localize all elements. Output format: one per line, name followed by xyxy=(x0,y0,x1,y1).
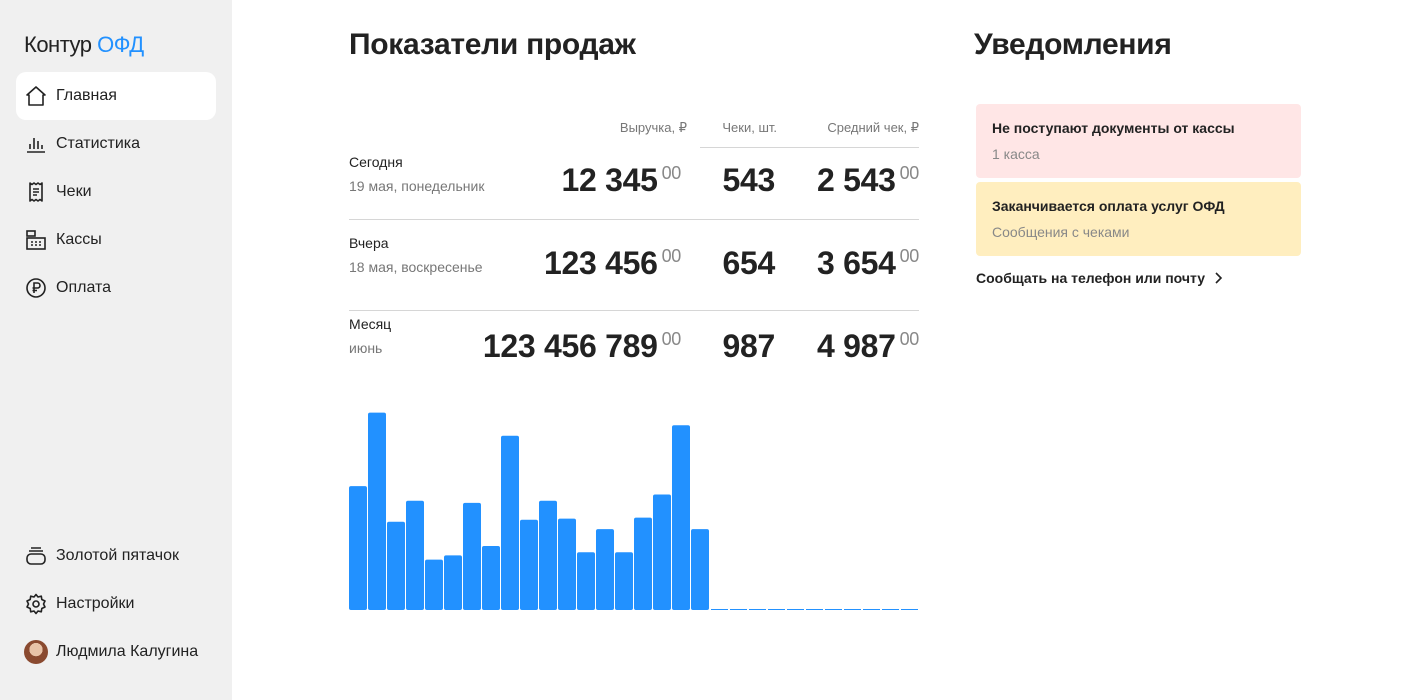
chart-bar[interactable] xyxy=(349,486,367,610)
column-header-revenue: Выручка, ₽ xyxy=(619,120,687,135)
avg-check-value[interactable]: 2 543 00 xyxy=(816,162,919,198)
sidebar: Контур ОФД Главная Статистика Чеки Кассы… xyxy=(0,0,232,700)
coins-icon xyxy=(24,544,48,568)
period-label: Месяц xyxy=(349,316,392,332)
chart-bar-empty xyxy=(806,609,823,610)
chart-bar[interactable] xyxy=(501,435,519,610)
sidebar-item-label: Главная xyxy=(56,87,117,104)
chart-bar[interactable] xyxy=(577,552,595,610)
sidebar-item-statistics[interactable]: Статистика xyxy=(16,120,216,168)
column-header-avg: Средний чек, ₽ xyxy=(827,120,919,135)
period-date: 19 мая, понедельник xyxy=(349,178,485,194)
avg-check-value[interactable]: 3 654 00 xyxy=(816,245,919,281)
notification-subtitle: 1 касса xyxy=(992,146,1040,162)
chart-bar-empty xyxy=(901,609,918,610)
chart-bar[interactable] xyxy=(596,529,614,610)
sidebar-item-home[interactable]: Главная xyxy=(16,72,216,120)
receipt-icon xyxy=(24,180,48,204)
period-date: июнь xyxy=(349,340,383,356)
gear-icon xyxy=(24,592,48,616)
sidebar-item-label: Золотой пятачок xyxy=(56,547,179,564)
chart-bar-empty xyxy=(730,609,747,610)
sidebar-item-label: Оплата xyxy=(56,279,112,296)
divider xyxy=(349,219,919,220)
divider xyxy=(349,310,919,311)
home-icon xyxy=(24,84,48,108)
chart-bar[interactable] xyxy=(558,518,576,610)
sidebar-item-label: Людмила Калугина xyxy=(56,643,199,660)
chart-bar-empty xyxy=(825,609,842,610)
revenue-value[interactable]: 12 345 00 xyxy=(561,162,682,198)
avg-check-value[interactable]: 4 987 00 xyxy=(816,328,919,364)
chart-bar[interactable] xyxy=(520,519,538,610)
column-header-checks: Чеки, шт. xyxy=(722,120,777,135)
chart-bar[interactable] xyxy=(691,529,709,610)
sidebar-item-label: Настройки xyxy=(56,595,135,612)
checks-value[interactable]: 654 xyxy=(722,245,776,281)
logo-brand: Контур xyxy=(24,32,92,57)
bar-chart-icon xyxy=(24,132,48,156)
sidebar-item-golden-coin[interactable]: Золотой пятачок xyxy=(16,532,216,580)
chart-bar[interactable] xyxy=(634,517,652,610)
period-label: Вчера xyxy=(349,235,389,251)
chart-bar[interactable] xyxy=(539,500,557,610)
chart-bar[interactable] xyxy=(615,552,633,610)
period-date: 18 мая, воскресенье xyxy=(349,259,483,275)
daily-sales-chart xyxy=(349,412,918,611)
sidebar-item-label: Статистика xyxy=(56,135,141,152)
chart-bar[interactable] xyxy=(406,500,424,610)
notification-card[interactable]: Заканчивается оплата услуг ОФД Сообщения… xyxy=(976,182,1301,256)
chart-bar-empty xyxy=(787,609,804,610)
cash-register-icon xyxy=(24,228,48,252)
notify-settings-link[interactable]: Сообщать на телефон или почту xyxy=(976,270,1223,286)
chart-bar-empty xyxy=(882,609,899,610)
chart-bar-empty xyxy=(844,609,861,610)
sidebar-item-registers[interactable]: Кассы xyxy=(16,216,216,264)
notifications-title: Уведомления xyxy=(974,28,1172,61)
chart-bar[interactable] xyxy=(368,412,386,610)
sidebar-item-payment[interactable]: Оплата xyxy=(16,264,216,312)
logo[interactable]: Контур ОФД xyxy=(24,32,144,58)
notification-card[interactable]: Не поступают документы от кассы 1 касса xyxy=(976,104,1301,178)
logo-product: ОФД xyxy=(97,32,144,57)
checks-value[interactable]: 543 xyxy=(722,162,776,198)
notification-subtitle: Сообщения с чеками xyxy=(992,224,1130,240)
notify-link-label: Сообщать на телефон или почту xyxy=(976,270,1205,286)
sidebar-item-settings[interactable]: Настройки xyxy=(16,580,216,628)
notification-title: Не поступают документы от кассы xyxy=(992,120,1235,136)
avatar xyxy=(24,640,48,664)
chart-bar[interactable] xyxy=(653,494,671,611)
chart-bar[interactable] xyxy=(425,559,443,610)
chart-bar-empty xyxy=(749,609,766,610)
period-label: Сегодня xyxy=(349,154,403,170)
revenue-value[interactable]: 123 456 00 xyxy=(544,245,681,281)
sidebar-item-profile[interactable]: Людмила Калугина xyxy=(16,628,216,676)
chart-bar-empty xyxy=(711,609,728,610)
checks-value[interactable]: 987 xyxy=(722,328,776,364)
chart-bar[interactable] xyxy=(463,502,481,610)
sidebar-item-label: Кассы xyxy=(56,231,102,248)
sidebar-item-receipts[interactable]: Чеки xyxy=(16,168,216,216)
chart-bar[interactable] xyxy=(387,521,405,610)
ruble-icon xyxy=(24,276,48,300)
chart-bar[interactable] xyxy=(482,545,500,610)
chart-bar[interactable] xyxy=(444,555,462,610)
page-title: Показатели продаж xyxy=(349,28,636,61)
chart-bar[interactable] xyxy=(672,425,690,610)
sidebar-item-label: Чеки xyxy=(56,183,92,200)
divider xyxy=(700,147,919,148)
notification-title: Заканчивается оплата услуг ОФД xyxy=(992,198,1225,214)
chart-bar-empty xyxy=(863,609,880,610)
chart-bar-empty xyxy=(768,609,785,610)
chevron-right-icon xyxy=(1215,272,1223,284)
revenue-value[interactable]: 123 456 789 00 xyxy=(482,328,681,364)
